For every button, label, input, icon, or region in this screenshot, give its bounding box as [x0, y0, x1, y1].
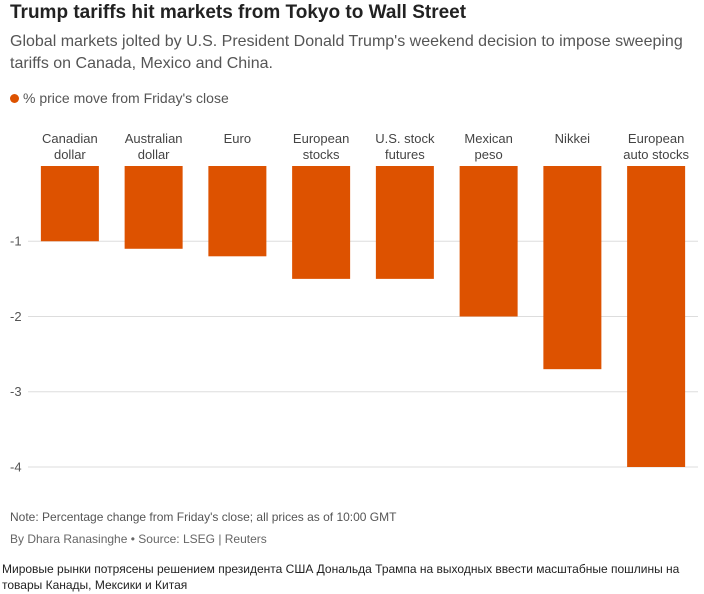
- legend-marker: [10, 93, 19, 103]
- note: Note: Percentage change from Friday's cl…: [10, 510, 397, 524]
- y-tick-label: -1: [10, 234, 22, 249]
- chart-title: Trump tariffs hit markets from Tokyo to …: [10, 2, 467, 23]
- bar: [627, 166, 686, 467]
- bar: [292, 166, 351, 279]
- bar: [40, 166, 99, 242]
- legend-label: % price move from Friday's close: [23, 90, 229, 106]
- x-tick-label: Euro: [223, 131, 252, 146]
- x-tick-label: Mexican peso: [464, 131, 513, 162]
- y-tick-label: -3: [10, 384, 22, 399]
- x-tick-label: Nikkei: [554, 131, 591, 146]
- legend: % price move from Friday's close: [10, 90, 229, 106]
- y-tick-label: -2: [10, 309, 22, 324]
- x-tick-label: European auto stocks: [623, 131, 689, 162]
- caption: Мировые рынки потрясены решением президе…: [2, 562, 680, 592]
- x-tick-label: European stocks: [292, 131, 350, 162]
- y-tick-label: -4: [10, 459, 22, 474]
- bar: [543, 166, 602, 370]
- bar: [375, 166, 434, 279]
- source: By Dhara Ranasinghe • Source: LSEG | Reu…: [10, 532, 267, 546]
- bar: [208, 166, 267, 257]
- x-tick-label: Australian dollar: [124, 131, 183, 162]
- x-tick-label: Canadian dollar: [42, 131, 98, 162]
- chart-subtitle: Global markets jolted by U.S. President …: [10, 33, 683, 72]
- bar: [459, 166, 518, 317]
- bar: [124, 166, 183, 249]
- x-tick-label: U.S. stock futures: [375, 131, 435, 162]
